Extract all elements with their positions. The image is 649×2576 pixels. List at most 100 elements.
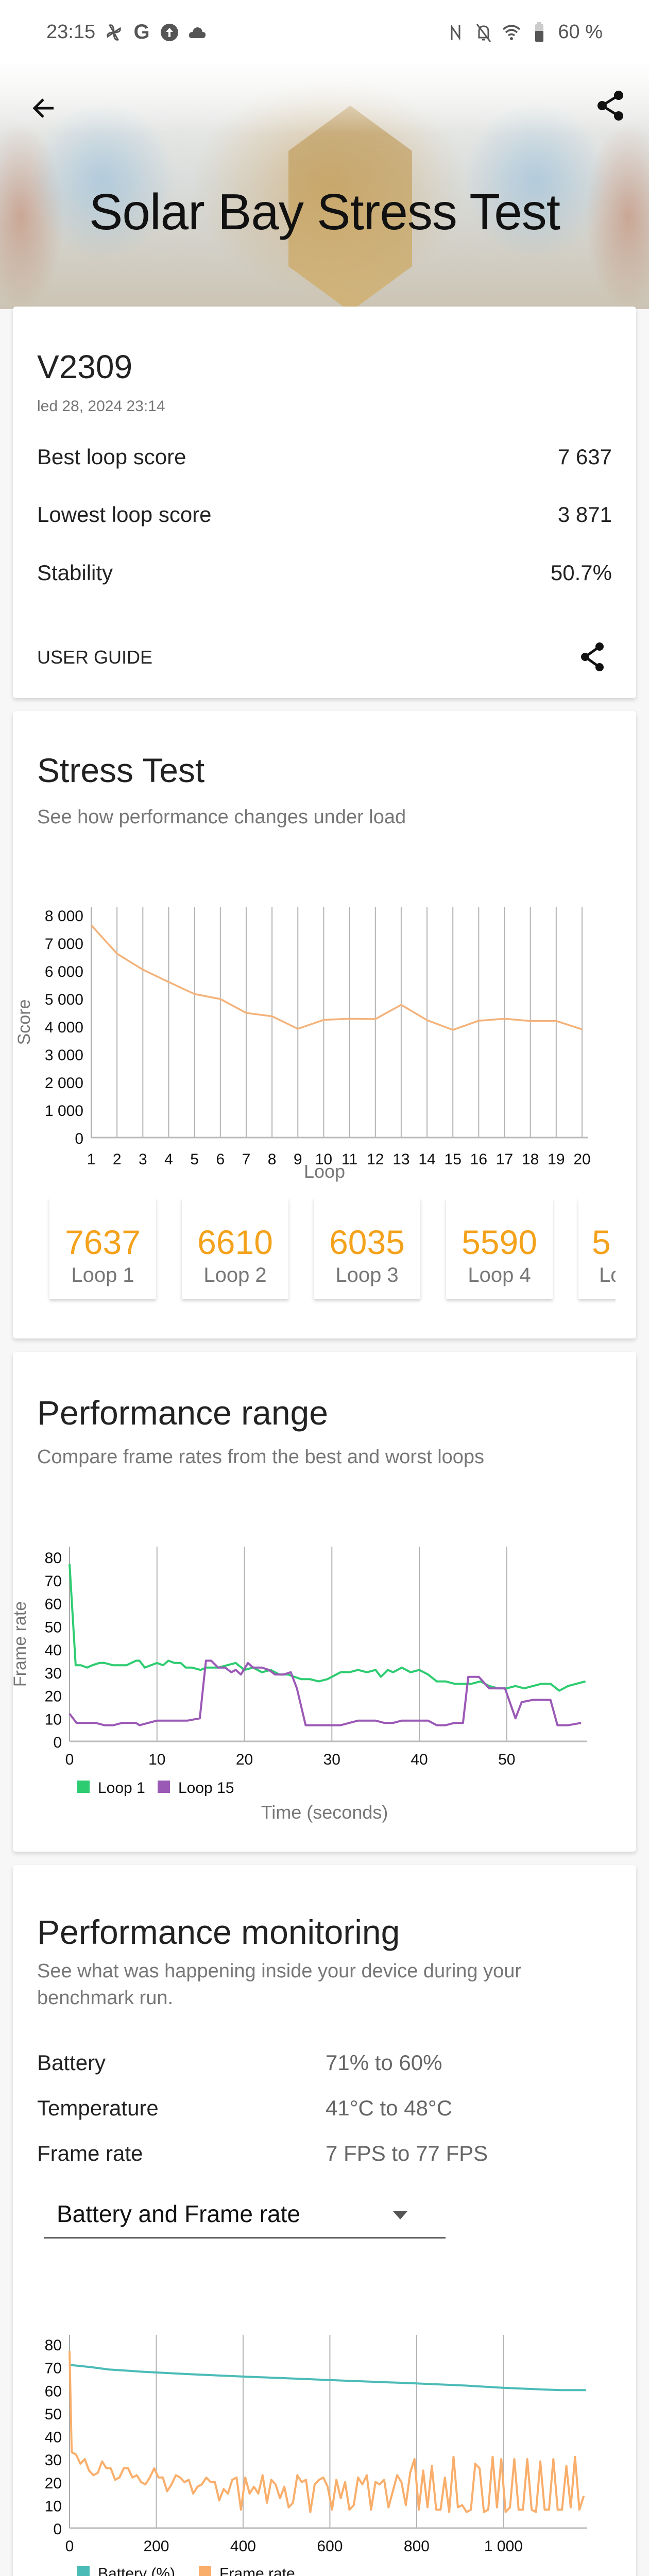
svg-text:12: 12	[367, 1151, 384, 1168]
arrow-back-icon	[32, 98, 54, 118]
svg-text:400: 400	[230, 2538, 256, 2555]
back-button[interactable]	[26, 90, 62, 126]
stability-row: Stability 50.7%	[37, 561, 612, 585]
share-button[interactable]	[592, 88, 628, 124]
battery-icon	[530, 22, 549, 43]
svg-text:30: 30	[45, 2452, 62, 2469]
section-title: Stress Test	[37, 751, 205, 789]
svg-text:200: 200	[143, 2538, 169, 2555]
svg-text:6 000: 6 000	[45, 963, 83, 980]
svg-text:8 000: 8 000	[45, 908, 83, 925]
stat-label: Frame rate	[37, 2141, 143, 2165]
svg-text:80: 80	[45, 2337, 62, 2354]
performance-range-chart[interactable]: 0 10 20 30 40 50 60 70 80 0 10 20 30 40 50 Frame rate Ti…	[0, 1540, 649, 1829]
section-title: Performance range	[37, 1394, 328, 1432]
svg-text:40: 40	[411, 1751, 428, 1768]
svg-text:15: 15	[445, 1151, 462, 1168]
svg-text:20: 20	[236, 1751, 253, 1768]
svg-text:70: 70	[45, 1573, 62, 1590]
svg-text:50: 50	[45, 1619, 62, 1636]
loop-card[interactable]: 6035 Loop 3	[314, 1198, 420, 1299]
loop-score: 6035	[329, 1223, 405, 1261]
loop-card[interactable]: 7637 Loop 1	[49, 1198, 156, 1299]
svg-text:17: 17	[496, 1151, 513, 1168]
dropdown-selected: Battery and Frame rate	[57, 2200, 300, 2227]
stability-value: 50.7%	[550, 561, 612, 585]
svg-text:60: 60	[45, 1596, 62, 1613]
loop-card[interactable]: 6610 Loop 2	[182, 1198, 288, 1299]
svg-text:11: 11	[341, 1151, 357, 1168]
loop-label: Loop 2	[203, 1264, 267, 1286]
stat-label: Battery	[37, 2050, 106, 2075]
best-loop-value: 7 637	[557, 445, 612, 469]
stat-label: Temperature	[37, 2096, 159, 2120]
status-bar: 23:15 G 60 %	[0, 0, 649, 64]
share-icon	[581, 642, 604, 671]
performance-monitoring-card: Performance monitoring See what was happ…	[13, 1865, 636, 2576]
section-title: Performance monitoring	[37, 1913, 400, 1951]
chart-type-dropdown[interactable]: Battery and Frame rate	[44, 2195, 446, 2239]
svg-text:Frame rate: Frame rate	[10, 1601, 30, 1687]
loop-card[interactable]: 5590 Loop 4	[446, 1198, 553, 1299]
stat-value: 71% to 60%	[326, 2050, 442, 2075]
svg-text:30: 30	[323, 1751, 340, 1768]
svg-text:7: 7	[242, 1151, 251, 1168]
share-result-button[interactable]	[577, 641, 608, 672]
pinwheel-icon	[105, 22, 123, 43]
svg-text:14: 14	[418, 1151, 435, 1168]
loop-card[interactable]: 5 Lo	[578, 1198, 616, 1299]
svg-text:6: 6	[216, 1151, 225, 1168]
svg-text:1: 1	[87, 1151, 96, 1168]
svg-text:3: 3	[139, 1151, 147, 1168]
loop-score: 5	[592, 1223, 611, 1261]
stat-value: 7 FPS to 77 FPS	[326, 2141, 488, 2165]
notifications-off-icon	[474, 22, 493, 43]
svg-text:0: 0	[65, 1751, 74, 1768]
svg-text:10: 10	[315, 1151, 332, 1168]
section-subtitle: See how performance changes under load	[37, 806, 406, 828]
svg-text:0: 0	[53, 1734, 62, 1751]
svg-text:40: 40	[45, 2429, 62, 2446]
test-date: led 28, 2024 23:14	[37, 398, 165, 415]
lowest-loop-label: Lowest loop score	[37, 502, 212, 527]
device-name: V2309	[37, 348, 133, 385]
svg-text:10: 10	[45, 1711, 62, 1728]
lowest-loop-value: 3 871	[557, 502, 612, 527]
svg-text:Score: Score	[14, 999, 34, 1045]
svg-text:30: 30	[45, 1665, 62, 1682]
hero-artwork	[288, 106, 412, 309]
lowest-loop-row: Lowest loop score 3 871	[37, 502, 612, 527]
wifi-icon	[502, 22, 521, 43]
page-title: Solar Bay Stress Test	[89, 183, 560, 240]
best-loop-label: Best loop score	[37, 445, 186, 469]
svg-text:Battery (%): Battery (%)	[98, 2565, 175, 2576]
svg-text:Frame rate: Frame rate	[219, 2565, 295, 2576]
svg-text:0: 0	[53, 2521, 62, 2538]
svg-text:1 000: 1 000	[45, 1103, 83, 1120]
loop-score: 5590	[462, 1223, 537, 1261]
loop-label: Loop 1	[71, 1264, 134, 1286]
svg-text:3 000: 3 000	[45, 1047, 83, 1064]
section-subtitle: Compare frame rates from the best and wo…	[37, 1446, 485, 1468]
svg-text:19: 19	[548, 1151, 565, 1168]
best-loop-row: Best loop score 7 637	[37, 445, 612, 469]
stress-test-chart[interactable]: 0 1 000 2 000 3 000 4 000 5 000 6 000 7 000 8 00…	[0, 891, 649, 1185]
loop-scores-carousel[interactable]: 7637 Loop 1 6610 Loop 2 6035 Loop 3 5590…	[36, 1198, 616, 1316]
svg-text:Loop 1: Loop 1	[98, 1780, 145, 1797]
svg-text:9: 9	[294, 1151, 302, 1168]
svg-text:60: 60	[45, 2383, 62, 2400]
google-icon: G	[133, 21, 150, 43]
svg-text:10: 10	[148, 1751, 165, 1768]
svg-text:20: 20	[45, 2475, 62, 2492]
stability-label: Stability	[37, 561, 113, 585]
svg-text:0: 0	[65, 2538, 74, 2555]
svg-text:70: 70	[45, 2360, 62, 2377]
user-guide-button[interactable]: USER GUIDE	[37, 647, 153, 668]
svg-text:7 000: 7 000	[45, 936, 83, 953]
loop-label: Lo	[599, 1264, 616, 1286]
nfc-icon	[447, 22, 465, 43]
section-subtitle: See what was happening inside your devic…	[37, 1960, 522, 2009]
share-icon	[597, 91, 623, 121]
